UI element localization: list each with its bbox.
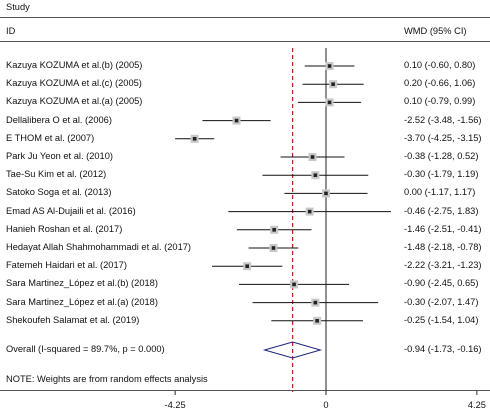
- study-label: Tae-Su Kim et al. (2012): [6, 169, 107, 180]
- study-label: Fatemeh Haidari et al. (2017): [6, 260, 127, 271]
- study-ci-text: 0.00 (-1.17, 1.17): [404, 187, 476, 198]
- study-label: Sara Martinez_López et al.(a) (2018): [6, 296, 158, 307]
- study-ci-text: -1.48 (-2.18, -0.78): [404, 242, 482, 252]
- point-estimate: [310, 155, 315, 159]
- study-ci-text: -0.46 (-2.75, 1.83): [404, 205, 479, 216]
- study-ci-text: -2.52 (-3.48, -1.56): [404, 114, 482, 125]
- study-label: Emad AS Al-Dujaili et al. (2016): [6, 205, 136, 216]
- point-estimate: [307, 209, 312, 214]
- study-label: Shekoufeh Salamat et al. (2019): [6, 314, 140, 325]
- point-estimate: [192, 137, 197, 141]
- overall-ci-text: -0.94 (-1.73, -0.16): [404, 344, 482, 354]
- study-ci-text: -0.90 (-2.45, 0.65): [404, 278, 479, 289]
- study-ci-text: 0.10 (-0.79, 0.99): [404, 96, 476, 107]
- point-estimate: [313, 300, 318, 305]
- x-tick-label: -4.25: [165, 400, 186, 410]
- point-estimate: [271, 246, 276, 250]
- study-ci-text: -0.30 (-1.79, 1.19): [404, 169, 479, 180]
- point-estimate: [315, 319, 319, 323]
- study-label: Hedayat Allah Shahmohammadi et al. (2017…: [6, 242, 192, 252]
- study-ci-text: -0.30 (-2.07, 1.47): [404, 296, 479, 307]
- study-ci-text: -0.38 (-1.28, 0.52): [404, 151, 479, 161]
- study-ci-text: 0.10 (-0.60, 0.80): [404, 60, 476, 70]
- study-ci-text: -0.25 (-1.54, 1.04): [404, 314, 479, 325]
- overall-label: Overall (I-squared = 89.7%, p = 0.000): [6, 344, 165, 354]
- study-label: Kazuya KOZUMA et al.(c) (2005): [6, 78, 142, 89]
- study-ci-text: 0.20 (-0.66, 1.06): [404, 78, 476, 89]
- study-ci-text: -1.46 (-2.51, -0.41): [404, 223, 482, 234]
- x-tick-label: 4.25: [468, 400, 486, 410]
- study-label: Kazuya KOZUMA et al.(a) (2005): [6, 96, 143, 107]
- point-estimate: [272, 228, 276, 232]
- weights-note: NOTE: Weights are from random effects an…: [6, 374, 208, 384]
- overall-diamond: [262, 341, 323, 359]
- study-label: E THOM et al. (2007): [6, 132, 95, 143]
- point-estimate: [245, 264, 249, 268]
- study-label: Dellalibera O et al. (2006): [6, 114, 112, 125]
- header-wmd: WMD (95% CI): [404, 26, 467, 36]
- point-estimate: [327, 64, 332, 68]
- point-estimate: [313, 173, 318, 177]
- point-estimate: [324, 191, 328, 196]
- study-ci-text: -3.70 (-4.25, -3.15): [404, 132, 482, 143]
- point-estimate: [234, 118, 239, 123]
- study-label: Sara Martinez_López et al.(b) (2018): [6, 278, 158, 289]
- footer-rule: [0, 390, 490, 391]
- point-estimate: [292, 282, 296, 287]
- study-ci-text: -2.22 (-3.21, -1.23): [404, 260, 482, 271]
- point-estimate: [327, 100, 332, 105]
- point-estimate: [331, 82, 335, 86]
- header-rule-bottom: [0, 41, 490, 42]
- header-id: ID: [6, 26, 16, 36]
- study-label: Park Ju Yeon et al. (2010): [6, 151, 113, 161]
- header-study: Study: [6, 2, 30, 12]
- study-label: Kazuya KOZUMA et al.(b) (2005): [6, 60, 143, 70]
- x-tick-label: 0: [323, 400, 328, 410]
- study-label: Satoko Soga et al. (2013): [6, 187, 112, 198]
- header-rule-top: [0, 17, 490, 18]
- study-label: Hanieh Roshan et al. (2017): [6, 223, 123, 234]
